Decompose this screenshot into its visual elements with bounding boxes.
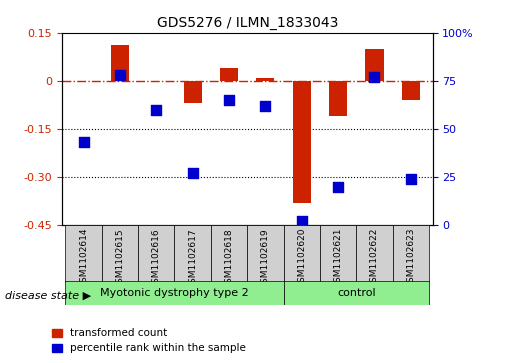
FancyBboxPatch shape xyxy=(65,225,102,283)
Point xyxy=(261,103,269,109)
Bar xyxy=(293,81,311,203)
FancyBboxPatch shape xyxy=(284,281,429,305)
Text: GSM1102621: GSM1102621 xyxy=(334,228,342,289)
Point xyxy=(152,107,161,113)
FancyBboxPatch shape xyxy=(211,225,247,283)
Bar xyxy=(111,45,129,81)
Text: GSM1102623: GSM1102623 xyxy=(406,228,415,289)
FancyBboxPatch shape xyxy=(356,225,392,283)
FancyBboxPatch shape xyxy=(320,225,356,283)
Bar xyxy=(220,68,238,81)
Point xyxy=(188,170,197,176)
Point xyxy=(79,139,88,145)
Text: GSM1102619: GSM1102619 xyxy=(261,228,270,289)
FancyBboxPatch shape xyxy=(175,225,211,283)
Point xyxy=(370,74,379,80)
Text: GSM1102616: GSM1102616 xyxy=(152,228,161,289)
FancyBboxPatch shape xyxy=(102,225,138,283)
Bar xyxy=(365,49,384,81)
Bar xyxy=(329,81,347,116)
Bar xyxy=(256,78,274,81)
Bar xyxy=(402,81,420,100)
Text: GSM1102620: GSM1102620 xyxy=(297,228,306,289)
FancyBboxPatch shape xyxy=(247,225,284,283)
FancyBboxPatch shape xyxy=(138,225,175,283)
Text: GSM1102618: GSM1102618 xyxy=(225,228,233,289)
Point xyxy=(407,176,415,182)
Point xyxy=(116,72,124,78)
Text: disease state ▶: disease state ▶ xyxy=(5,291,91,301)
Text: control: control xyxy=(337,288,375,298)
Point xyxy=(334,184,342,189)
Point xyxy=(298,218,306,224)
FancyBboxPatch shape xyxy=(65,281,284,305)
Text: GSM1102614: GSM1102614 xyxy=(79,228,88,289)
Text: GSM1102622: GSM1102622 xyxy=(370,228,379,288)
Title: GDS5276 / ILMN_1833043: GDS5276 / ILMN_1833043 xyxy=(157,16,338,30)
FancyBboxPatch shape xyxy=(392,225,429,283)
FancyBboxPatch shape xyxy=(284,225,320,283)
Text: GSM1102617: GSM1102617 xyxy=(188,228,197,289)
Text: Myotonic dystrophy type 2: Myotonic dystrophy type 2 xyxy=(100,288,249,298)
Point xyxy=(225,97,233,103)
Legend: transformed count, percentile rank within the sample: transformed count, percentile rank withi… xyxy=(52,328,246,354)
Text: GSM1102615: GSM1102615 xyxy=(115,228,125,289)
Bar xyxy=(183,81,202,103)
